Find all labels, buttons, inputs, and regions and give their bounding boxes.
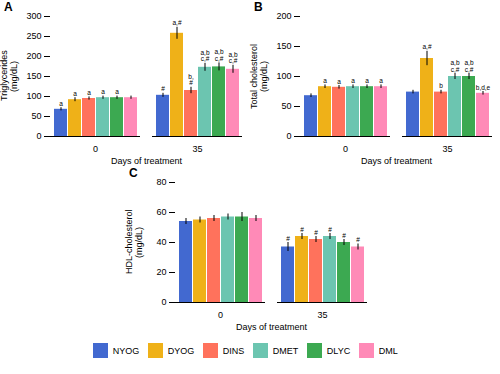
svg-text:a: a	[365, 77, 369, 84]
svg-text:a: a	[337, 78, 341, 85]
svg-text:200: 200	[276, 11, 291, 21]
svg-text:a: a	[59, 100, 63, 107]
svg-text:b,d,e: b,d,e	[476, 84, 491, 91]
html-text:DMET: DMET	[272, 345, 299, 356]
svg-text:#: #	[328, 226, 332, 233]
html-text:C: C	[129, 166, 138, 180]
svg-text:a: a	[115, 88, 119, 95]
svg-text:b,#: b,#	[188, 73, 194, 87]
svg-text:300: 300	[26, 11, 41, 21]
svg-text:a: a	[101, 88, 105, 95]
html-text:DML: DML	[378, 345, 398, 356]
svg-text:a: a	[351, 77, 355, 84]
svg-text:50: 50	[281, 101, 291, 111]
svg-text:Days of treatment: Days of treatment	[111, 156, 183, 166]
svg-text:a,bc,#: a,bc,#	[228, 51, 237, 65]
svg-text:0: 0	[218, 310, 223, 320]
svg-text:0: 0	[36, 131, 41, 141]
svg-text:a,bc,#: a,bc,#	[464, 59, 473, 73]
html-text:DINS: DINS	[222, 345, 245, 356]
svg-text:80: 80	[156, 177, 166, 187]
svg-text:a: a	[87, 89, 91, 96]
svg-text:a,#: a,#	[422, 43, 431, 50]
html-text:DLYC: DLYC	[326, 345, 351, 356]
svg-text:#: #	[161, 85, 165, 92]
html-text:DYOG: DYOG	[167, 345, 195, 356]
svg-text:#: #	[314, 229, 318, 236]
html-text:Total cholesterol (mg/dL): Total cholesterol (mg/dL)	[249, 43, 269, 109]
svg-text:0: 0	[343, 144, 348, 154]
svg-text:0: 0	[93, 144, 98, 154]
svg-text:100: 100	[276, 71, 291, 81]
svg-text:200: 200	[26, 51, 41, 61]
svg-text:#: #	[286, 235, 290, 242]
html-text:A: A	[4, 0, 13, 14]
svg-text:b: b	[439, 82, 443, 89]
svg-text:20: 20	[156, 267, 166, 277]
svg-text:#: #	[356, 236, 360, 243]
svg-text:150: 150	[276, 41, 291, 51]
svg-text:a,bc,#: a,bc,#	[214, 48, 223, 62]
svg-text:60: 60	[156, 207, 166, 217]
html-text:B: B	[254, 0, 263, 14]
svg-text:#: #	[342, 232, 346, 239]
svg-text:150: 150	[26, 71, 41, 81]
svg-text:35: 35	[442, 144, 452, 154]
svg-text:a,bc,#: a,bc,#	[450, 59, 459, 73]
svg-text:35: 35	[317, 310, 327, 320]
html-text:Triglycerides (mg/dL): Triglycerides (mg/dL)	[0, 50, 19, 102]
svg-text:50: 50	[31, 111, 41, 121]
svg-text:100: 100	[26, 91, 41, 101]
svg-text:a: a	[379, 77, 383, 84]
svg-text:250: 250	[26, 31, 41, 41]
svg-text:#: #	[300, 226, 304, 233]
svg-text:Days of treatment: Days of treatment	[361, 156, 433, 166]
svg-text:a: a	[323, 77, 327, 84]
svg-text:40: 40	[156, 237, 166, 247]
svg-text:a: a	[73, 90, 77, 97]
svg-text:35: 35	[192, 144, 202, 154]
svg-text:Days of treatment: Days of treatment	[236, 322, 308, 332]
svg-text:0: 0	[286, 131, 291, 141]
svg-text:0: 0	[161, 297, 166, 307]
html-text:HDL-cholesterol (mg/dL): HDL-cholesterol (mg/dL)	[124, 209, 144, 275]
svg-text:a,bc,#: a,bc,#	[200, 49, 209, 63]
svg-text:a,#: a,#	[172, 19, 181, 26]
html-text:NYOG: NYOG	[112, 345, 140, 356]
